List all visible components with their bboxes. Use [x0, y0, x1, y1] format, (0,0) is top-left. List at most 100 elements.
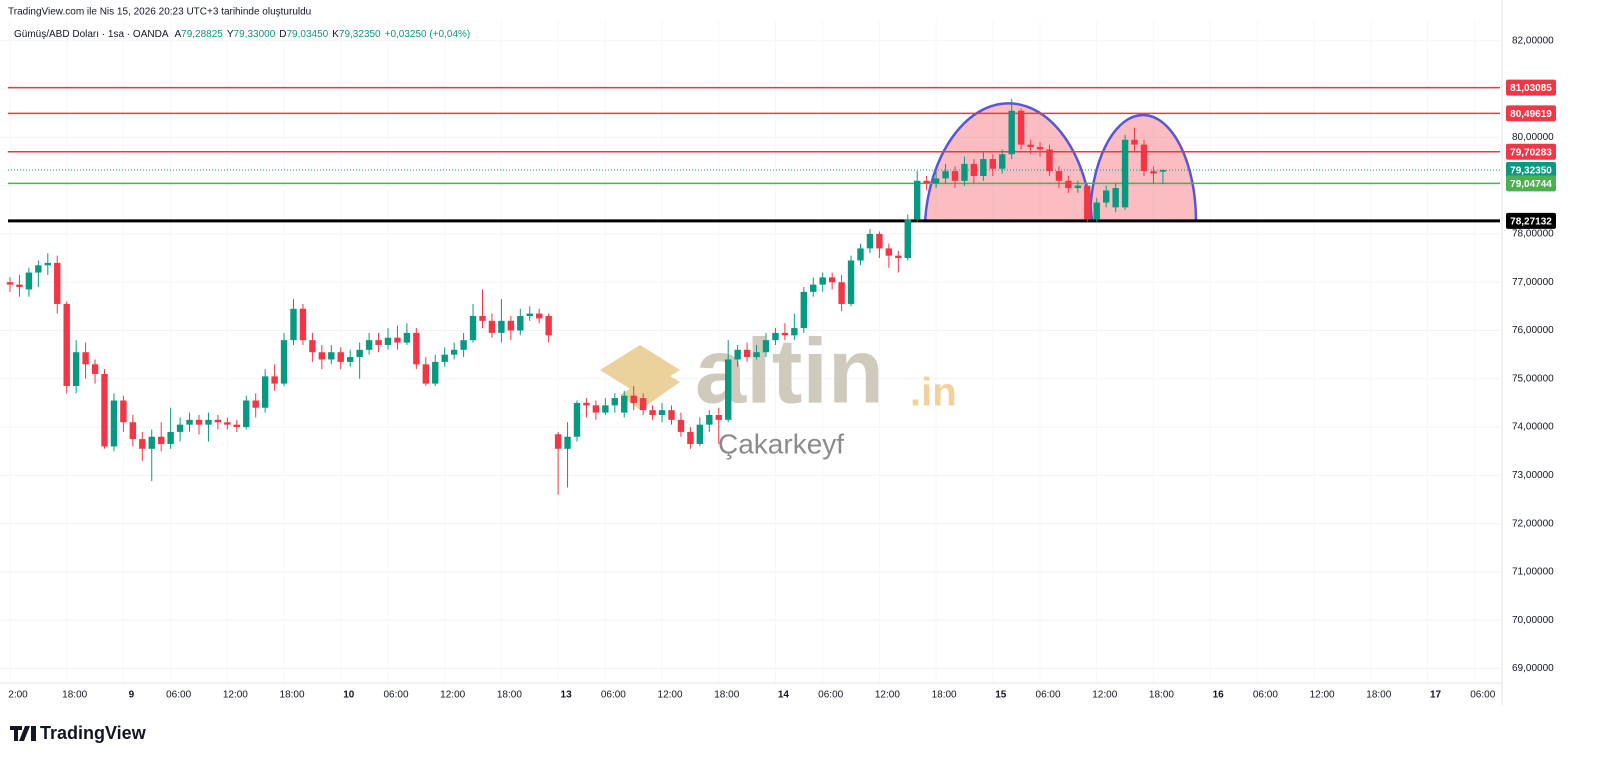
x-tick-label: 06:00	[1470, 690, 1495, 701]
candle-body	[687, 431, 694, 444]
candle-body	[167, 431, 174, 444]
x-tick-label: 06:00	[1036, 690, 1061, 701]
legend-value: 79,33000	[234, 29, 276, 40]
candle-body	[129, 422, 137, 440]
y-tick-label: 69,00000	[1512, 663, 1554, 674]
candle-body	[1093, 202, 1100, 220]
candle-body	[989, 159, 996, 169]
candle-body	[91, 364, 99, 374]
candle-body	[791, 328, 798, 336]
level-label: 79,04744	[1510, 179, 1552, 190]
y-tick-label: 80,00000	[1512, 132, 1554, 143]
y-tick-label: 70,00000	[1512, 615, 1554, 626]
candle-body	[243, 400, 250, 428]
candle-body	[432, 361, 439, 384]
candle-body	[951, 171, 959, 181]
y-tick-label: 76,00000	[1512, 325, 1554, 336]
candle-body	[772, 332, 779, 341]
candle-body	[507, 320, 515, 331]
candle-body	[677, 419, 685, 432]
candle-body	[876, 233, 883, 249]
level-label: 79,32350	[1510, 166, 1552, 177]
candle-body	[261, 376, 269, 408]
candle-body	[819, 277, 826, 285]
candle-body	[914, 180, 921, 220]
candle-body	[403, 332, 411, 343]
candle-body	[526, 313, 533, 317]
level-label: 81,03085	[1510, 83, 1552, 94]
candle-body	[649, 410, 656, 415]
candle-body	[25, 272, 33, 290]
x-tick-label: 18:00	[497, 690, 522, 701]
candle-body	[82, 352, 89, 365]
level-tag	[1506, 162, 1556, 179]
y-tick-label: 72,00000	[1512, 518, 1554, 529]
candle-body	[970, 163, 978, 176]
level-tag	[1506, 175, 1556, 192]
candle-body	[299, 308, 307, 341]
candle-body	[158, 436, 165, 444]
candle-body	[1131, 139, 1138, 145]
candle-body	[1112, 188, 1119, 208]
candle-body	[337, 352, 344, 362]
watermark-brand: altin	[695, 320, 884, 422]
candle-body	[932, 178, 940, 184]
candle-body	[800, 291, 807, 329]
candle-body	[696, 424, 704, 444]
candle-body	[498, 320, 505, 333]
candle-body	[668, 410, 675, 420]
candle-body	[205, 419, 212, 425]
candle-body	[450, 349, 458, 355]
x-tick-label: 06:00	[166, 690, 191, 701]
candle-body	[328, 352, 335, 360]
candle-body	[781, 332, 789, 336]
candle-body	[554, 434, 562, 449]
x-tick-label: 12:00	[223, 690, 248, 701]
candle-body	[753, 352, 760, 358]
candle-body	[356, 349, 363, 358]
x-tick-label: 18:00	[714, 690, 739, 701]
level-label: 80,49619	[1510, 109, 1552, 120]
candle-body	[1103, 190, 1110, 203]
x-tick-label: 12:00	[440, 690, 465, 701]
candle-body	[1008, 110, 1015, 155]
candle-body	[101, 373, 108, 447]
x-tick-label: 16	[1213, 690, 1225, 701]
candle-body	[176, 424, 184, 432]
candle-body	[469, 316, 477, 341]
candle-body	[1084, 185, 1091, 220]
candle-body	[488, 320, 496, 333]
legend-symbol: Gümüş/ABD Doları · 1sa · OANDA	[14, 29, 169, 40]
candle-body	[6, 282, 14, 285]
x-tick-label: 06:00	[601, 690, 626, 701]
candle-body	[347, 357, 354, 362]
candle-body	[999, 154, 1006, 169]
candle-body	[857, 248, 864, 261]
candle-body	[715, 414, 722, 420]
candle-body	[621, 395, 628, 413]
candle-body	[422, 364, 429, 384]
legend-key: D	[279, 29, 286, 40]
x-tick-label: 2:00	[8, 690, 28, 701]
candle-body	[186, 419, 193, 425]
x-tick-label: 12:00	[1310, 690, 1335, 701]
candle-body	[942, 171, 949, 179]
candle-body	[1065, 180, 1072, 189]
candle-body	[290, 308, 297, 341]
x-tick-label: 06:00	[1253, 690, 1278, 701]
candle-body	[564, 436, 571, 449]
candle-body	[592, 405, 600, 413]
candle-body	[214, 419, 222, 423]
candle-body	[318, 352, 326, 360]
axes: 82,0000081,0000080,0000079,0000078,00000…	[8, 35, 1556, 701]
y-tick-label: 77,00000	[1512, 277, 1554, 288]
legend-key: K	[332, 29, 339, 40]
legend-key: Y	[227, 29, 234, 40]
x-tick-label: 12:00	[875, 690, 900, 701]
candle-body	[639, 398, 647, 411]
candle-body	[120, 400, 127, 423]
candle-body	[961, 163, 968, 181]
candle-body	[375, 340, 382, 345]
candle-body	[725, 359, 732, 420]
